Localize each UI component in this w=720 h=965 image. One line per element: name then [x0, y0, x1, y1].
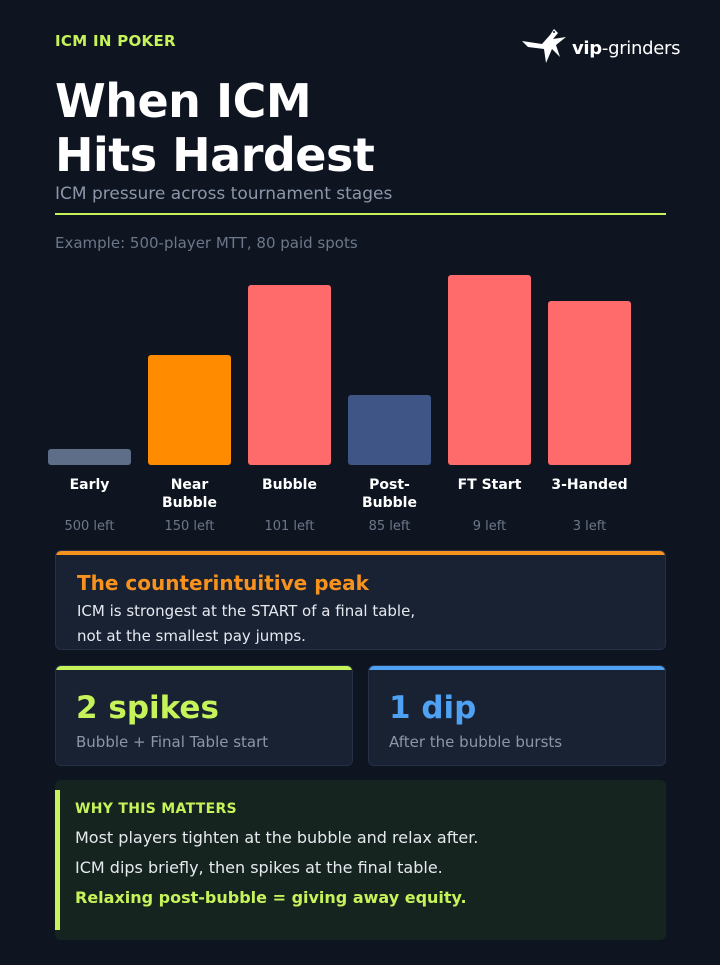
chart-bar [248, 285, 331, 465]
title-line-2: Hits Hardest [55, 128, 375, 182]
peak-card-line-1: ICM is strongest at the START of a final… [77, 602, 416, 620]
chart-bar [448, 275, 531, 465]
category-label: Bubble [362, 495, 417, 511]
players-left-label: 85 left [369, 519, 411, 534]
players-left-label: 9 left [473, 519, 506, 534]
title-line-1: When ICM [55, 74, 312, 128]
why-line-3: Relaxing post-bubble = giving away equit… [75, 888, 467, 907]
chart-bar [48, 449, 131, 465]
category-label: Bubble [162, 495, 217, 511]
page-title: When ICM Hits Hardest [55, 74, 375, 182]
category-label: Post- [369, 477, 410, 493]
header-divider [55, 213, 666, 215]
why-line-1: Most players tighten at the bubble and r… [75, 828, 479, 847]
peak-card-body: ICM is strongest at the START of a final… [77, 599, 415, 649]
stat-card-dip: 1 dip After the bubble bursts [368, 665, 666, 766]
chart-bar [148, 355, 231, 465]
peak-card-line-2: not at the smallest pay jumps. [77, 627, 306, 645]
category-label: Early [70, 477, 110, 493]
stat-value: 1 dip [389, 690, 477, 726]
players-left-label: 3 left [573, 519, 606, 534]
stat-card-accent [369, 666, 665, 670]
why-heading: WHY THIS MATTERS [75, 801, 237, 817]
players-left-label: 500 left [64, 519, 114, 534]
chart-bar [548, 301, 631, 465]
why-this-matters-panel: WHY THIS MATTERS Most players tighten at… [55, 780, 666, 940]
logo: vip-grinders [520, 28, 685, 68]
bird-icon [520, 27, 570, 69]
category-label: FT Start [458, 477, 522, 493]
stat-card-spikes: 2 spikes Bubble + Final Table start [55, 665, 353, 766]
logo-text: vip-grinders [572, 37, 681, 59]
stat-caption: After the bubble bursts [389, 733, 563, 751]
page-subtitle: ICM pressure across tournament stages [55, 184, 393, 204]
category-label: Bubble [262, 477, 317, 493]
players-left-label: 150 left [164, 519, 214, 534]
example-note: Example: 500-player MTT, 80 paid spots [55, 234, 358, 252]
players-left-label: 101 left [264, 519, 314, 534]
chart-bar [348, 395, 431, 465]
peak-card: The counterintuitive peak ICM is stronge… [55, 550, 666, 650]
stat-caption: Bubble + Final Table start [76, 733, 269, 751]
stat-value: 2 spikes [76, 690, 219, 726]
category-label: Near [171, 477, 209, 493]
stat-card-accent [56, 666, 352, 670]
category-label: 3-Handed [551, 477, 627, 493]
peak-card-accent [56, 551, 665, 555]
why-line-2: ICM dips briefly, then spikes at the fin… [75, 858, 443, 877]
peak-card-heading: The counterintuitive peak [77, 571, 369, 595]
why-accent-bar [55, 790, 60, 930]
icm-bar-chart: Early 500 left Near Bubble 150 left Bubble 101… [48, 275, 631, 534]
eyebrow-label: ICM IN POKER [55, 32, 176, 50]
